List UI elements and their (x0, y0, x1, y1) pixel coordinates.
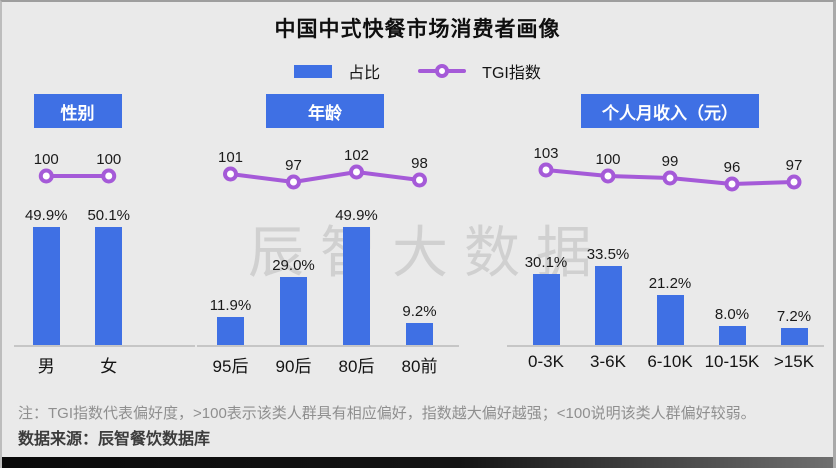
bar-value-label: 11.9% (209, 296, 252, 314)
tgi-line-chart-age: 101 97 102 98 (218, 147, 428, 190)
category-label: 3-6K (590, 352, 626, 371)
bar-value-label: 9.2% (402, 303, 437, 321)
bar (532, 274, 560, 345)
tgi-marker (538, 162, 554, 178)
bar-column: 21.2% (639, 198, 701, 345)
tgi-line (228, 170, 422, 184)
bar (406, 323, 433, 345)
category-label: 男 (37, 357, 55, 376)
chart-header-income: 个人月收入（元） (581, 94, 759, 128)
bar (95, 226, 123, 345)
tgi-value-label: 97 (285, 157, 302, 174)
tgi-marker (786, 174, 802, 190)
tgi-marker (600, 168, 616, 184)
category-labels-age: 95后 90后 80后 80前 (199, 352, 451, 377)
category-label: 0-3K (528, 352, 564, 371)
bar (594, 265, 622, 345)
bar-group-income: 30.1% 33.5% 21.2% 8.0% 7.2% (515, 198, 825, 345)
watermark: 辰智大数据 (248, 221, 608, 284)
bar (32, 227, 60, 345)
bar-column: 49.9% (15, 198, 78, 345)
category-label: 90后 (275, 357, 312, 376)
bar-column: 30.1% (515, 198, 577, 345)
legend-tgi-ring-icon (435, 64, 450, 78)
legend-tgi-label: TGI指数 (482, 65, 541, 82)
bar-value-label: 29.0% (272, 256, 315, 274)
bar-value-label: 21.2% (648, 275, 692, 292)
tgi-line-chart-gender: 100 100 (34, 151, 121, 184)
chart-header-gender: 性别 (33, 94, 122, 128)
legend-tgi-marker (418, 63, 467, 79)
tgi-value-label: 101 (218, 149, 243, 166)
bar (656, 295, 684, 345)
tgi-marker (349, 164, 364, 180)
tgi-value-label: 98 (411, 155, 428, 172)
tgi-marker (662, 170, 678, 186)
bar-group-gender: 49.9% 50.1% (15, 198, 140, 345)
tgi-marker (101, 168, 117, 184)
tgi-value-label: 96 (724, 159, 741, 176)
page-title: 中国中式快餐市场消费者画像 (274, 18, 561, 41)
category-labels-income: 0-3K 3-6K 6-10K 10-15K >15K (515, 352, 825, 372)
tgi-marker (223, 166, 238, 182)
tgi-value-label: 102 (344, 147, 369, 164)
category-label: 10-15K (704, 352, 760, 371)
chart-section-gender: 性别 100 100 49.9% 50.1% 男女 (14, 92, 195, 382)
bar-column: 49.9% (325, 198, 388, 345)
bar-value-label: 50.1% (87, 206, 131, 224)
category-label: 6-10K (647, 352, 693, 371)
bar-value-label: 49.9% (24, 207, 68, 225)
bar-group-age: 11.9% 29.0% 49.9% 9.2% (199, 198, 451, 345)
x-axis-line (507, 345, 824, 347)
bar-value-label: 7.2% (776, 308, 812, 325)
tgi-value-label: 100 (34, 151, 59, 168)
bottom-border (2, 457, 833, 468)
bar-column: 50.1% (78, 198, 141, 345)
tgi-value-label: 100 (96, 151, 121, 168)
category-label: 女 (100, 357, 118, 376)
x-axis-line (14, 345, 195, 347)
tgi-value-label: 97 (786, 157, 803, 174)
legend-bar-label: 占比 (348, 65, 381, 82)
footer-source: 数据来源：辰智餐饮数据库 (18, 431, 211, 448)
chart-section-age: 年龄 101 97 102 98 11.9% 29.0% 49.9% 9.2% 95后 90后… (197, 92, 459, 382)
tgi-value-label: 100 (595, 151, 620, 168)
legend-bar-swatch (294, 64, 333, 78)
tgi-marker (286, 174, 301, 190)
bar-column: 33.5% (577, 198, 639, 345)
bar (280, 276, 307, 345)
bar-value-label: 49.9% (335, 207, 378, 225)
tgi-marker (38, 168, 54, 184)
x-axis-line (197, 345, 459, 347)
bar (718, 326, 746, 345)
bar-value-label: 8.0% (714, 306, 750, 324)
bar-column: 11.9% (199, 198, 262, 345)
bar-column: 29.0% (262, 198, 325, 345)
bar-column: 9.2% (388, 198, 451, 345)
bar-column: 7.2% (763, 198, 825, 345)
tgi-line-chart-income: 103 100 99 96 97 (533, 145, 803, 192)
bar (780, 328, 808, 345)
category-labels-gender: 男女 (15, 352, 140, 377)
chart-section-income: 个人月收入（元） 103 100 99 96 97 30.1% 33.5% 21.2% 8.0… (507, 92, 825, 382)
category-label: 95后 (212, 357, 249, 376)
bar-column: 8.0% (701, 198, 763, 345)
tgi-marker (412, 172, 427, 188)
footer-note: 注：TGI指数代表偏好度，>100表示该类人群具有相应偏好，指数越大偏好越强；<… (18, 405, 756, 422)
bar-value-label: 30.1% (524, 254, 568, 271)
bar-value-label: 33.5% (586, 245, 630, 263)
legend: 占比 TGI指数 (2, 59, 833, 83)
tgi-value-label: 99 (662, 153, 679, 170)
category-label: 80后 (338, 357, 375, 376)
chart-header-age: 年龄 (266, 94, 384, 128)
tgi-value-label: 103 (533, 145, 558, 162)
tgi-marker (724, 176, 740, 192)
category-label: >15K (773, 352, 815, 371)
bar (343, 227, 370, 345)
category-label: 80前 (401, 357, 438, 376)
bar (217, 316, 244, 345)
